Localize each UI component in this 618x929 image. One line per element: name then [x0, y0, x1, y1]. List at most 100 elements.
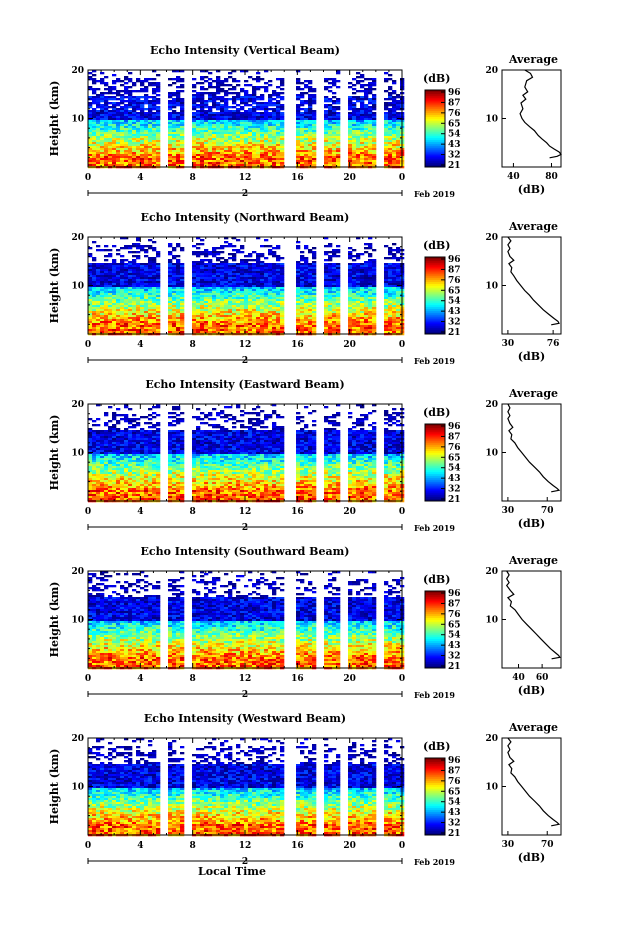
heatmap-cell	[176, 100, 181, 103]
heatmap-cell	[180, 297, 185, 300]
heatmap-cell	[104, 321, 109, 324]
heatmap-cell	[96, 277, 101, 280]
heatmap-cell	[220, 130, 225, 133]
heatmap-cell	[192, 100, 197, 103]
heatmap-cell	[240, 281, 245, 284]
heatmap-cell	[176, 327, 181, 330]
heatmap-cell	[252, 287, 257, 290]
heatmap-cell	[272, 90, 277, 93]
heatmap-cell	[196, 297, 201, 300]
heatmap-cell	[388, 94, 393, 97]
heatmap-cell	[272, 317, 277, 320]
heatmap-cell	[296, 160, 301, 163]
heatmap-cell	[312, 319, 317, 322]
colorbar-segment	[425, 163, 445, 166]
heatmap-cell	[148, 96, 153, 99]
heatmap-cell	[116, 291, 121, 294]
heatmap-cell	[180, 327, 185, 330]
heatmap-cell	[304, 267, 309, 270]
heatmap-cell	[152, 118, 157, 121]
heatmap-cell	[296, 138, 301, 141]
heatmap-cell	[276, 116, 281, 119]
heatmap-cell	[312, 263, 317, 266]
heatmap-cell	[196, 128, 201, 131]
heatmap-cell	[200, 130, 205, 133]
heatmap-cell	[252, 132, 257, 135]
heatmap-cell	[396, 108, 401, 111]
heatmap-cell	[332, 303, 337, 306]
heatmap-cell	[96, 269, 101, 272]
heatmap-cell	[152, 122, 157, 125]
heatmap-cell	[352, 275, 357, 278]
heatmap-cell	[236, 273, 241, 276]
heatmap-cell	[92, 265, 97, 268]
heatmap-cell	[148, 295, 153, 298]
heatmap-cell	[124, 287, 129, 290]
heatmap-cell	[304, 277, 309, 280]
heatmap-cell	[196, 325, 201, 328]
heatmap-cell	[336, 267, 341, 270]
colorbar-segment	[425, 140, 445, 143]
heatmap-cell	[96, 130, 101, 133]
heatmap-cell	[300, 305, 305, 308]
heatmap-cell	[240, 154, 245, 157]
x-tick-label: 8	[190, 173, 196, 183]
heatmap-cell	[136, 263, 141, 266]
heatmap-cell	[132, 130, 137, 133]
heatmap-cell	[100, 154, 105, 157]
heatmap-cell	[332, 277, 337, 280]
heatmap-cell	[104, 126, 109, 129]
heatmap-cell	[104, 249, 109, 252]
heatmap-cell	[208, 325, 213, 328]
heatmap-cell	[328, 243, 333, 246]
heatmap-cell	[300, 158, 305, 161]
heatmap-cell	[336, 279, 341, 282]
heatmap-cell	[200, 88, 205, 91]
heatmap-cell	[132, 271, 137, 274]
heatmap-cell	[92, 74, 97, 77]
heatmap-cell	[240, 100, 245, 103]
heatmap-cell	[368, 100, 373, 103]
heatmap-cell	[192, 321, 197, 324]
heatmap-cell	[348, 122, 353, 125]
heatmap-cell	[196, 134, 201, 137]
heatmap-cell	[128, 287, 133, 290]
heatmap-cell	[356, 134, 361, 137]
heatmap-cell	[304, 100, 309, 103]
heatmap-cell	[96, 122, 101, 125]
heatmap-cell	[192, 313, 197, 316]
heatmap-cell	[192, 124, 197, 127]
heatmap-cell	[300, 130, 305, 133]
heatmap-cell	[280, 138, 285, 141]
heatmap-cell	[204, 255, 209, 258]
heatmap-cell	[208, 122, 213, 125]
heatmap-cell	[240, 138, 245, 141]
heatmap-cell	[240, 152, 245, 155]
heatmap-cell	[144, 329, 149, 332]
heatmap-cell	[224, 273, 229, 276]
heatmap-cell	[140, 317, 145, 320]
heatmap-cell	[260, 158, 265, 161]
heatmap-cell	[244, 120, 249, 123]
heatmap-cell	[272, 164, 277, 167]
heatmap-cell	[212, 100, 217, 103]
heatmap-cell	[96, 126, 101, 129]
heatmap-cell	[236, 142, 241, 145]
heatmap-cell	[232, 299, 237, 302]
heatmap-cell	[124, 303, 129, 306]
heatmap-cell	[296, 247, 301, 250]
heatmap-cell	[248, 76, 253, 79]
heatmap-cell	[388, 134, 393, 137]
heatmap-cell	[92, 112, 97, 115]
heatmap-cell	[144, 116, 149, 119]
heatmap-cell	[140, 267, 145, 270]
heatmap-cell	[220, 275, 225, 278]
heatmap-cell	[168, 162, 173, 165]
heatmap-cell	[312, 162, 317, 165]
heatmap-cell	[168, 289, 173, 292]
heatmap-cell	[308, 106, 313, 109]
heatmap-cell	[268, 132, 273, 135]
heatmap-cell	[252, 124, 257, 127]
heatmap-cell	[168, 100, 173, 103]
